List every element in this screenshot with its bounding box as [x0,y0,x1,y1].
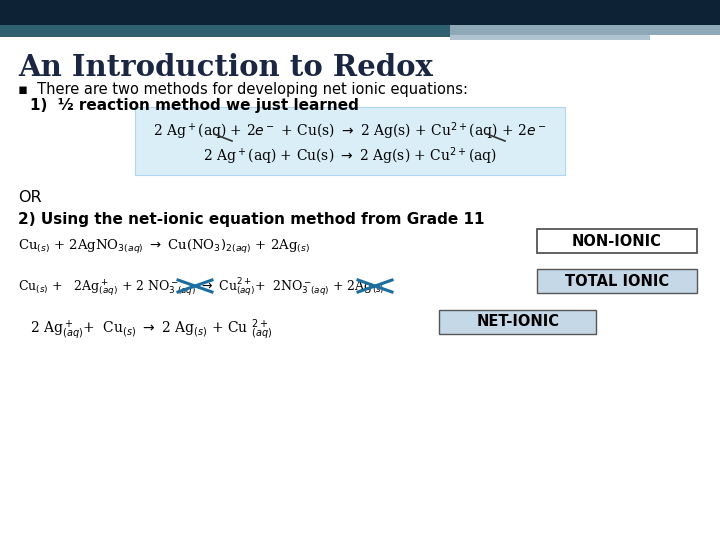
Text: An Introduction to Redox: An Introduction to Redox [18,53,433,82]
FancyBboxPatch shape [135,107,565,175]
Text: 2 Ag$^+$(aq) + Cu(s) $\rightarrow$ 2 Ag(s) + Cu$^{2+}$(aq): 2 Ag$^+$(aq) + Cu(s) $\rightarrow$ 2 Ag(… [203,145,497,167]
FancyBboxPatch shape [537,229,697,253]
Text: 2) Using the net-ionic equation method from Grade 11: 2) Using the net-ionic equation method f… [18,212,485,227]
Text: OR: OR [18,190,42,205]
Bar [0,0,720,25]
Text: 2 Ag$^+$(aq) + 2$e^-$ + Cu(s) $\rightarrow$ 2 Ag(s) + Cu$^{2+}$(aq) + 2$e^-$: 2 Ag$^+$(aq) + 2$e^-$ + Cu(s) $\rightarr… [153,120,546,141]
Text: Cu$_{(s)}$ +   2Ag$^+_{(aq)}$ + 2 NO$^-_{3\ (aq)}$ $\rightarrow$ Cu$^{2+}_{(aq)}: Cu$_{(s)}$ + 2Ag$^+_{(aq)}$ + 2 NO$^-_{3… [18,277,384,299]
FancyBboxPatch shape [439,310,596,334]
Text: Cu$_{(s)}$ + 2AgNO$_{3(aq)}$ $\rightarrow$ Cu(NO$_3)_{2(aq)}$ + 2Ag$_{(s)}$: Cu$_{(s)}$ + 2AgNO$_{3(aq)}$ $\rightarro… [18,238,310,256]
FancyBboxPatch shape [537,269,697,293]
Bar [450,35,650,40]
Text: 2 Ag$^+_{(aq)}$+  Cu$_{(s)}$ $\rightarrow$ 2 Ag$_{(s)}$ + Cu $^{2+}_{(aq)}$: 2 Ag$^+_{(aq)}$+ Cu$_{(s)}$ $\rightarrow… [30,317,272,341]
Text: NON-IONIC: NON-IONIC [572,233,662,248]
Text: ▪  There are two methods for developing net ionic equations:: ▪ There are two methods for developing n… [18,82,468,97]
Text: 1)  ½ reaction method we just learned: 1) ½ reaction method we just learned [30,98,359,113]
Text: NET-IONIC: NET-IONIC [477,314,559,329]
Bar [0,25,450,37]
Bar [450,25,720,35]
Text: TOTAL IONIC: TOTAL IONIC [565,273,669,288]
